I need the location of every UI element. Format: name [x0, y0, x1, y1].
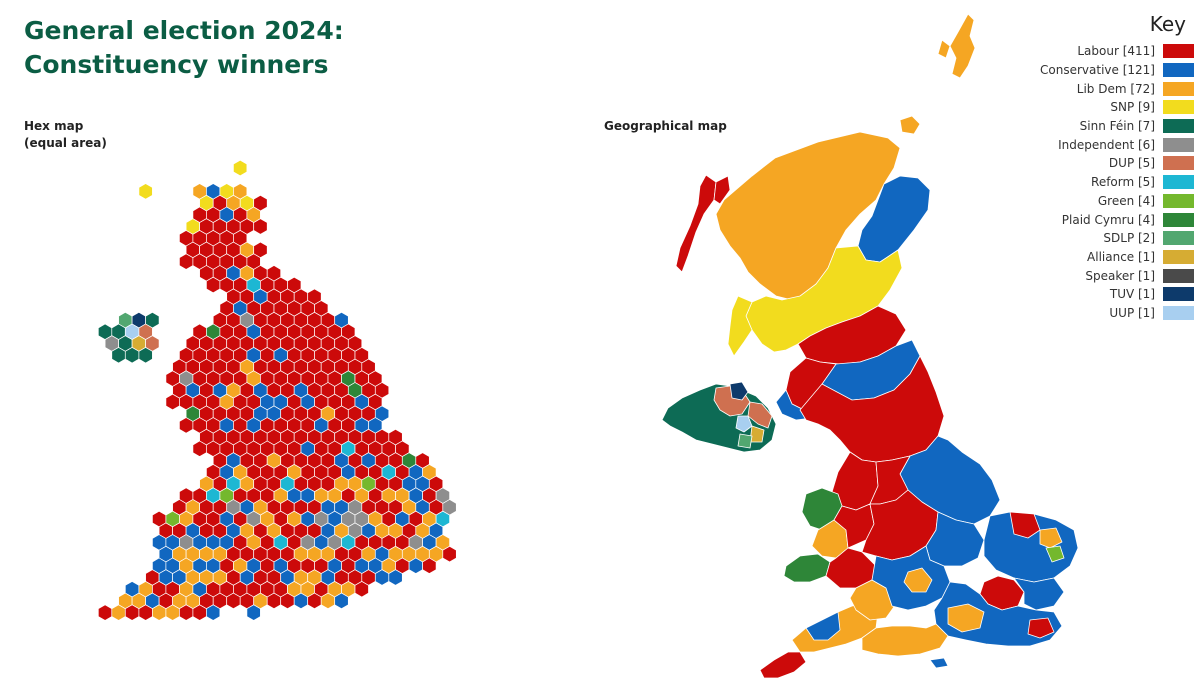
legend-item-independent: Independent [6] [994, 135, 1194, 154]
legend-label: Reform [5] [1091, 175, 1155, 190]
geo-isle-of-wight [929, 657, 949, 669]
legend-swatch [1163, 156, 1194, 171]
geo-dorset [861, 623, 949, 657]
legend-label: Alliance [1] [1087, 249, 1155, 264]
hex-constituency [246, 604, 261, 621]
hex-constituency [253, 218, 268, 235]
legend-swatch [1163, 249, 1194, 264]
legend-swatch [1163, 63, 1194, 78]
geo-ni-uup [735, 415, 753, 433]
legend-label: Labour [411] [1077, 44, 1155, 59]
geo-surrey-ld [947, 603, 985, 633]
legend-item-uup: UUP [1] [994, 304, 1194, 323]
legend-item-sdlp: SDLP [2] [994, 229, 1194, 248]
legend-label: Plaid Cymru [4] [1061, 212, 1155, 227]
legend-item-reform: Reform [5] [994, 173, 1194, 192]
geo-argyll [727, 295, 753, 357]
hex-constituency [442, 545, 457, 563]
hex-constituency [138, 346, 153, 364]
hex-constituency [233, 159, 248, 177]
geo-suffolk-grn [1045, 545, 1065, 563]
hex-constituency [422, 557, 437, 575]
legend-label: Conservative [121] [1040, 63, 1155, 78]
legend-item-tuv: TUV [1] [994, 285, 1194, 304]
page-title-line1: General election 2024: [24, 16, 344, 45]
legend-label: TUV [1] [1109, 287, 1155, 302]
hex-constituency [354, 580, 369, 598]
legend-label: Speaker [1] [1085, 268, 1155, 283]
geo-east-midlands-con [925, 511, 985, 567]
legend-swatch [1163, 268, 1194, 283]
legend-swatch [1163, 100, 1194, 115]
legend-swatch [1163, 175, 1194, 190]
legend-swatch [1163, 193, 1194, 208]
legend-item-conservative: Conservative [121] [994, 61, 1194, 80]
geo-cornwall [759, 651, 807, 679]
legend-label: SDLP [2] [1103, 231, 1155, 246]
geo-ni-sdlp [737, 433, 753, 449]
hex-map-subtitle: Hex map (equal area) [24, 118, 107, 152]
geo-norfolk-lab [1009, 511, 1041, 539]
legend-swatch [1163, 119, 1194, 134]
legend-swatch [1163, 44, 1194, 59]
legend-item-plaid-cymru: Plaid Cymru [4] [994, 210, 1194, 229]
page-title-line2: Constituency winners [24, 50, 329, 79]
geo-hebrides-north [713, 175, 731, 205]
legend-label: SNP [9] [1110, 100, 1155, 115]
hex-constituency [138, 183, 153, 200]
legend-swatch [1163, 287, 1194, 302]
geo-oxford-ld [903, 567, 933, 593]
legend: Labour [411] Conservative [121] Lib Dem … [994, 42, 1194, 322]
key-title: Key [1149, 12, 1186, 36]
hex-constituency [206, 604, 221, 621]
legend-label: DUP [5] [1108, 156, 1155, 171]
legend-item-lib-dem: Lib Dem [72] [994, 79, 1194, 98]
geo-shetland [949, 13, 976, 79]
hex-map-subtitle-line2: (equal area) [24, 136, 107, 150]
geo-devon [805, 611, 841, 641]
legend-item-labour: Labour [411] [994, 42, 1194, 61]
hex-map-subtitle-line1: Hex map [24, 119, 84, 133]
geo-outer-hebrides [675, 174, 717, 273]
legend-item-alliance: Alliance [1] [994, 248, 1194, 267]
legend-label: Independent [6] [1058, 137, 1155, 152]
hex-constituency [334, 592, 349, 610]
geo-shetland-west [937, 39, 951, 59]
geo-wales-west [783, 553, 831, 583]
legend-label: Lib Dem [72] [1076, 81, 1155, 96]
hex-map [97, 159, 457, 621]
geo-kent-lab [1027, 617, 1055, 639]
legend-item-sinn-fein: Sinn Féin [7] [994, 117, 1194, 136]
legend-swatch [1163, 212, 1194, 227]
geo-essex [1013, 577, 1065, 611]
geo-map-shapes [661, 13, 1079, 679]
legend-swatch [1163, 231, 1194, 246]
legend-item-speaker: Speaker [1] [994, 266, 1194, 285]
geo-norfolk-ld [1039, 527, 1063, 549]
legend-swatch [1163, 81, 1194, 96]
legend-item-snp: SNP [9] [994, 98, 1194, 117]
legend-label: Sinn Féin [7] [1079, 119, 1155, 134]
geo-orkney [899, 115, 921, 135]
hex-constituency [388, 569, 403, 586]
legend-item-green: Green [4] [994, 192, 1194, 211]
legend-label: UUP [1] [1109, 305, 1155, 320]
geo-ni-tuv [729, 381, 749, 401]
legend-swatch [1163, 305, 1194, 320]
legend-label: Green [4] [1097, 193, 1155, 208]
legend-swatch [1163, 137, 1194, 152]
legend-item-dup: DUP [5] [994, 154, 1194, 173]
page-title: General election 2024: Constituency winn… [24, 14, 344, 82]
geo-map-subtitle: Geographical map [604, 119, 727, 133]
